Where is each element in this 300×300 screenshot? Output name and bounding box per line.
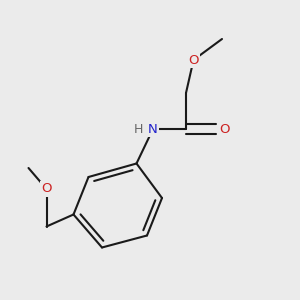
Text: O: O [220,122,230,136]
Text: H: H [134,122,143,136]
Text: N: N [148,122,158,136]
Text: O: O [41,182,52,196]
Text: O: O [188,53,199,67]
